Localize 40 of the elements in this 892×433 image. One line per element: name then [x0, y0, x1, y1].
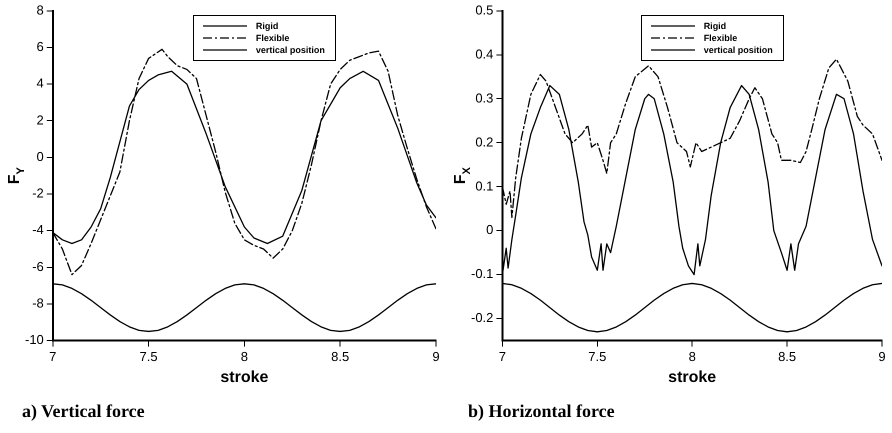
y-tick-label: -10	[24, 332, 44, 348]
y-tick-label: -6	[32, 258, 44, 274]
text: a) Vertical force	[22, 400, 145, 421]
y-tick-label: -0.2	[470, 310, 494, 326]
y-tick-label: 0.2	[475, 134, 494, 150]
x-tick-label: 8	[688, 348, 696, 364]
x-tick-label: 8	[240, 348, 248, 364]
x-tick-label: 9	[878, 348, 886, 364]
y-tick-label: 6	[36, 39, 44, 54]
y-tick-label: 0	[36, 148, 44, 164]
x-tick-label: 7.5	[588, 348, 606, 364]
text: b) Horizontal force	[468, 400, 615, 421]
x-tick-label: 8.5	[778, 348, 796, 364]
y-tick-label: -8	[32, 296, 44, 311]
legend-label: vertical position	[704, 44, 773, 55]
y-tick-label: 0.1	[475, 178, 494, 194]
y-tick-label: 8	[36, 2, 44, 18]
x-axis-title: stroke	[220, 369, 269, 386]
x-tick-label: 7	[49, 348, 56, 364]
legend-label: Flexible	[256, 32, 290, 43]
y-tick-label: 0.5	[475, 2, 494, 18]
y-axis-title: FY	[6, 166, 27, 184]
x-axis-title: stroke	[668, 369, 716, 386]
y-axis-title: FX	[452, 166, 473, 184]
y-tick-label: -4	[32, 222, 44, 238]
legend-label: Rigid	[256, 20, 278, 31]
legend-label: Rigid	[704, 20, 726, 31]
y-tick-label: 4	[36, 76, 44, 91]
y-tick-label: -0.1	[470, 266, 494, 282]
x-tick-label: 9	[432, 348, 440, 364]
y-tick-label: 0.3	[475, 90, 494, 106]
x-tick-label: 7	[498, 348, 506, 364]
x-tick-label: 8.5	[331, 348, 350, 364]
y-tick-label: -2	[32, 186, 44, 201]
y-tick-label: 0	[486, 222, 494, 238]
x-tick-label: 7.5	[140, 348, 158, 364]
legend-label: Flexible	[704, 32, 738, 43]
legend-label: vertical position	[256, 44, 325, 55]
y-tick-label: 2	[36, 112, 44, 128]
y-tick-label: 0.4	[475, 46, 494, 62]
